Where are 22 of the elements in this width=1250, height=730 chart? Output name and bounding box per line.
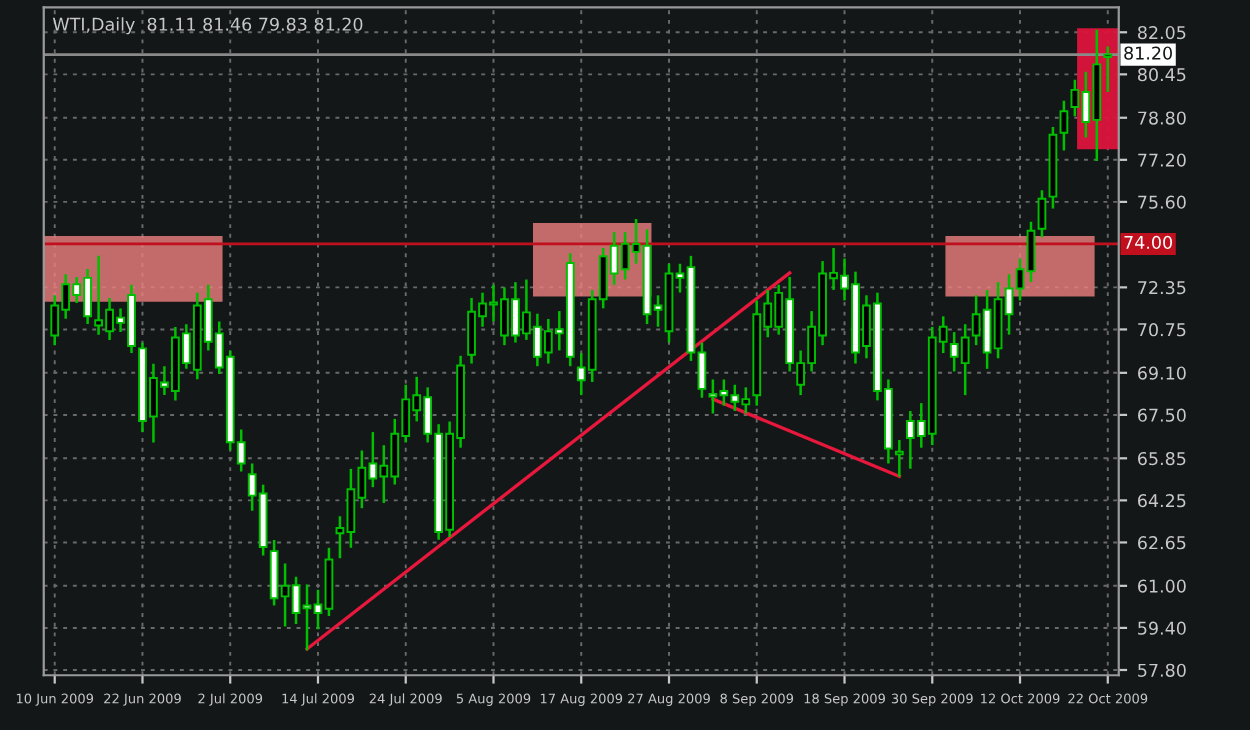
y-tick-label: 64.25 xyxy=(1138,494,1186,508)
ref-line-label: 81.20 xyxy=(1124,46,1172,60)
y-tick-label: 82.05 xyxy=(1137,25,1186,40)
candlestick xyxy=(1103,46,1113,92)
y-tick-label: 70.75 xyxy=(1138,323,1186,337)
y-tick-label: 80.45 xyxy=(1137,68,1186,82)
y-tick-label: 59.40 xyxy=(1138,621,1186,635)
ref-line-label: 74.00 xyxy=(1124,235,1172,250)
text: WTI,Daily 81.11 81.46 79.83 81.20 xyxy=(52,17,363,35)
y-tick-label: 72.35 xyxy=(1138,281,1186,295)
y-tick-label: 77.20 xyxy=(1138,153,1186,167)
candlestick xyxy=(1037,190,1047,238)
y-tick-label: 57.80 xyxy=(1138,663,1186,677)
candlestick xyxy=(894,439,904,477)
y-tick-label: 62.65 xyxy=(1138,536,1186,550)
y-tick-label: 61.00 xyxy=(1138,579,1186,593)
y-tick-label: 69.10 xyxy=(1138,366,1186,380)
y-tick-label: 65.85 xyxy=(1138,451,1186,466)
y-tick-label: 67.50 xyxy=(1138,408,1186,422)
y-tick-label: 78.80 xyxy=(1138,111,1186,125)
y-tick-label: 75.60 xyxy=(1138,195,1186,209)
candlestick xyxy=(1059,100,1069,151)
